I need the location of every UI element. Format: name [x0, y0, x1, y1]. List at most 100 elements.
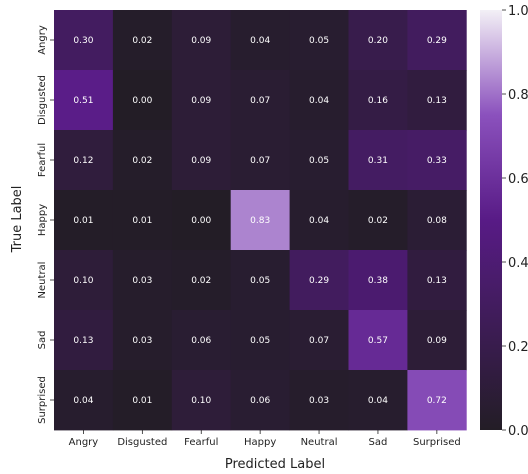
heatmap-cell	[112, 250, 173, 311]
heatmap-cell	[289, 10, 349, 71]
colorbar-tick-label: 0.2	[508, 340, 528, 355]
x-tick-label: Surprised	[413, 437, 461, 448]
cell-value-label: 0.72	[427, 396, 447, 406]
cell-value-label: 0.03	[132, 336, 152, 346]
cell-value-label: 0.30	[73, 36, 93, 46]
cell-value-label: 0.02	[191, 276, 211, 286]
cell-value-label: 0.05	[309, 156, 329, 166]
heatmap-cell	[348, 70, 408, 131]
heatmap-cell	[289, 250, 349, 311]
cell-value-labels: 0.30 0.02 0.09 0.04 0.05 0.20 0.29 0.51 0.00 0.09…	[73, 36, 447, 406]
cell-value-label: 0.29	[427, 36, 447, 46]
heatmap-cell	[407, 10, 467, 71]
cell-value-label: 0.03	[132, 276, 152, 286]
heatmap-cell	[230, 190, 290, 251]
cell-value-label: 0.83	[250, 216, 270, 226]
heatmap-cell	[171, 310, 232, 371]
heatmap-cell	[230, 250, 290, 311]
cell-value-label: 0.07	[250, 96, 270, 106]
heatmap-cell	[171, 70, 232, 131]
cell-value-label: 0.06	[250, 396, 270, 406]
heatmap-cell	[54, 310, 114, 371]
heatmap-cell	[230, 70, 290, 131]
cell-value-label: 0.06	[191, 336, 211, 346]
y-axis-ticks: Angry Disgusted Fearful Happy Neutral Sad Surp…	[37, 25, 54, 424]
heatmap-cell	[407, 310, 467, 371]
cell-value-label: 0.31	[368, 156, 388, 166]
cell-value-label: 0.29	[309, 276, 329, 286]
heatmap-cell	[348, 250, 408, 311]
x-tick-label: Fearful	[184, 437, 218, 448]
colorbar-tick-label: 0.6	[508, 172, 528, 187]
cell-value-label: 0.04	[250, 36, 270, 46]
colorbar-tick-label: 0.8	[508, 88, 528, 103]
heatmap-cell	[54, 70, 114, 131]
cell-value-label: 0.04	[309, 216, 329, 226]
heatmap-cell	[54, 10, 114, 71]
cell-value-label: 0.57	[368, 336, 388, 346]
heatmap-cell	[407, 370, 467, 431]
cell-value-label: 0.00	[191, 216, 211, 226]
heatmap-cell	[54, 250, 114, 311]
heatmap-cell	[112, 370, 173, 431]
cell-value-label: 0.10	[191, 396, 211, 406]
heatmap-cell	[54, 190, 114, 251]
cell-value-label: 0.12	[73, 156, 93, 166]
heatmap-cell	[407, 250, 467, 311]
heatmap-cell	[348, 310, 408, 371]
cell-value-label: 0.07	[309, 336, 329, 346]
cell-value-label: 0.10	[73, 276, 93, 286]
cell-value-label: 0.02	[368, 216, 388, 226]
heatmap-cell	[348, 10, 408, 71]
cell-value-label: 0.38	[368, 276, 388, 286]
x-tick-label: Disgusted	[117, 437, 167, 448]
heatmap-cell	[54, 370, 114, 431]
cell-value-label: 0.51	[73, 96, 93, 106]
heatmap-cell	[348, 190, 408, 251]
y-tick-label: Surprised	[37, 376, 48, 424]
y-tick-label: Happy	[37, 204, 48, 236]
heatmap-cell	[289, 70, 349, 131]
heatmap-cell	[289, 130, 349, 191]
heatmap-cells	[54, 10, 467, 431]
heatmap-cell	[112, 10, 173, 71]
cell-value-label: 0.04	[368, 396, 388, 406]
y-tick-label: Sad	[37, 331, 48, 350]
heatmap-cell	[348, 130, 408, 191]
cell-value-label: 0.00	[132, 96, 152, 106]
heatmap-cell	[289, 310, 349, 371]
heatmap-cell	[171, 190, 232, 251]
colorbar	[480, 10, 502, 430]
heatmap-cell	[54, 130, 114, 191]
heatmap-cell	[230, 370, 290, 431]
cell-value-label: 0.13	[427, 276, 447, 286]
cell-value-label: 0.01	[132, 216, 152, 226]
cell-value-label: 0.01	[73, 216, 93, 226]
y-tick-label: Fearful	[37, 143, 48, 177]
heatmap-cell	[171, 10, 232, 71]
heatmap-cell	[289, 190, 349, 251]
heatmap-cell	[230, 130, 290, 191]
x-tick-label: Sad	[369, 437, 388, 448]
heatmap-cell	[289, 370, 349, 431]
y-axis-label: True Label	[10, 186, 25, 254]
cell-value-label: 0.09	[191, 36, 211, 46]
colorbar-tick-label: 1.0	[508, 4, 528, 19]
cell-value-label: 0.05	[309, 36, 329, 46]
heatmap-cell	[171, 370, 232, 431]
cell-value-label: 0.02	[132, 36, 152, 46]
heatmap-cell	[407, 70, 467, 131]
x-tick-label: Happy	[244, 437, 276, 448]
cell-value-label: 0.16	[368, 96, 388, 106]
heatmap-cell	[112, 190, 173, 251]
heatmap-cell	[230, 10, 290, 71]
colorbar-ticks: 0.0 0.2 0.4 0.6 0.8 1.0	[502, 4, 528, 439]
heatmap-cell	[112, 310, 173, 371]
heatmap-cell	[348, 370, 408, 431]
colorbar-tick-label: 0.4	[508, 256, 528, 271]
y-tick-label: Disgusted	[37, 75, 48, 125]
heatmap-cell	[171, 250, 232, 311]
x-tick-label: Neutral	[301, 437, 338, 448]
cell-value-label: 0.09	[427, 336, 447, 346]
colorbar-tick-label: 0.0	[508, 424, 528, 439]
